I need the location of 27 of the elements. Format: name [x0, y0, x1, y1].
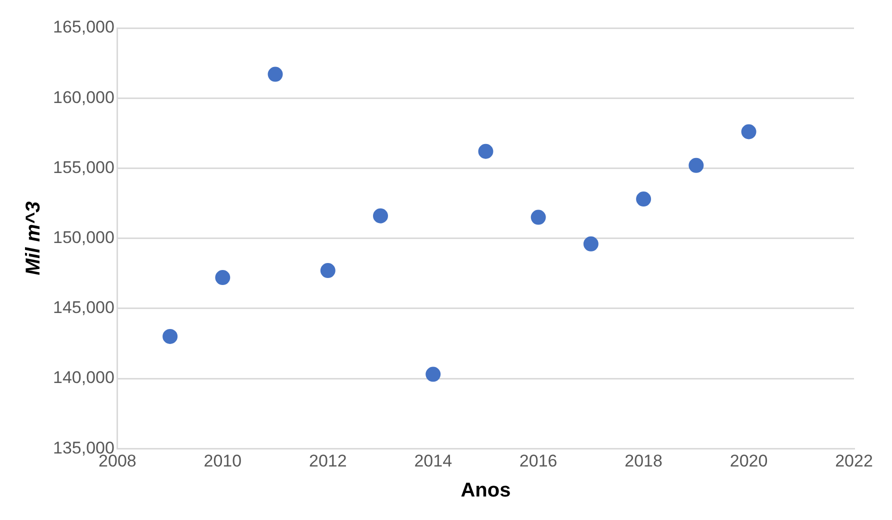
x-tick-label: 2010 — [204, 451, 242, 470]
point — [688, 158, 704, 173]
y-tick-label: 155,000 — [53, 158, 114, 177]
point — [741, 124, 756, 140]
y-tick-label: 145,000 — [53, 298, 114, 318]
y-tick-label: 140,000 — [53, 368, 114, 388]
x-tick-label: 2018 — [624, 451, 662, 470]
y-tick-label: 160,000 — [53, 88, 114, 107]
point — [215, 270, 230, 286]
x-axis-title: Anos — [460, 480, 511, 502]
x-tick-label: 2022 — [835, 451, 873, 470]
x-tick-label: 2012 — [308, 451, 347, 470]
point — [320, 263, 336, 278]
point — [583, 236, 598, 252]
point — [636, 192, 652, 207]
x-tick-label: 2020 — [730, 451, 768, 470]
point — [268, 66, 283, 82]
point — [478, 144, 494, 159]
y-axis-title: Mil m^3 — [22, 201, 45, 276]
y-tick-label: 150,000 — [53, 228, 114, 247]
point — [530, 210, 546, 225]
point — [426, 366, 441, 382]
x-tick-label: 2016 — [519, 451, 558, 470]
point — [162, 328, 178, 344]
x-tick-label: 2014 — [414, 451, 452, 470]
point — [373, 208, 388, 224]
y-tick-label: 165,000 — [53, 18, 114, 37]
